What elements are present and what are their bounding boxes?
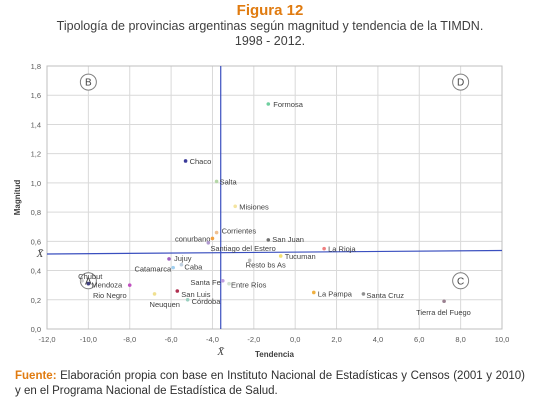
data-point-tierra-del-fuego [442, 299, 446, 304]
point-label-san-juan: San Juan [272, 235, 304, 244]
data-point-salta [214, 179, 219, 184]
point-label-formosa: Formosa [273, 100, 303, 109]
data-point-caba [179, 262, 184, 267]
x-tick-label: -10,0 [80, 335, 97, 344]
point-label-conurbano: conurbano [175, 234, 210, 243]
x-tick-label: 10,0 [495, 335, 510, 344]
mean-x-label: X̄ [216, 346, 225, 358]
point-label-cordoba: Córdoba [192, 297, 222, 306]
point-label-entre-rios: Entre Ríos [231, 281, 267, 290]
y-tick-label: 0,6 [31, 237, 41, 246]
data-point-tucuman [278, 254, 283, 258]
point-label-mendoza: Mendoza [91, 281, 123, 290]
data-point-neuquen [152, 292, 157, 296]
x-tick-label: -8,0 [123, 335, 136, 344]
scatter-chart: 0,0 0,2 0,4 0,6 0,8 1,0 1,2 1,4 1,6 1,8 -12,0 -10,0… [13, 62, 510, 359]
x-tick-label: -2,0 [247, 335, 260, 344]
point-label-la-pampa: La Pampa [318, 289, 353, 298]
point-label-santiago-del-estero: Santiago del Estero [210, 244, 275, 253]
point-label-misiones: Misiones [239, 202, 269, 211]
point-label-tierra-del-fuego: Tierra del Fuego [416, 308, 471, 317]
data-point-misiones [233, 204, 238, 209]
x-tick-label: 4,0 [373, 335, 383, 344]
point-label-corrientes: Corrientes [222, 227, 257, 236]
data-point-chubut [80, 278, 84, 283]
point-label-chaco: Chaco [190, 157, 212, 166]
data-point-san-luis [175, 289, 180, 293]
data-point-jujuy [167, 257, 171, 261]
title-line-2: 1998 - 2012. [234, 34, 306, 48]
y-tick-label: 1,8 [31, 62, 41, 71]
point-label-rio-negro: Rio Negro [93, 291, 127, 300]
quadrant-label-a: A [85, 276, 92, 287]
point-label-caba: Caba [184, 263, 203, 272]
quadrant-label-b: B [85, 78, 92, 89]
data-point-entre-rios [227, 281, 231, 286]
point-label-tucuman: Tucuman [285, 252, 316, 261]
data-point-corrientes [214, 230, 219, 235]
x-tick-label: 8,0 [455, 335, 465, 344]
point-label-salta: Salta [220, 177, 238, 186]
quadrant-label-c: C [457, 276, 464, 287]
data-point-santa-cruz [361, 292, 366, 296]
data-point-chaco [183, 159, 188, 163]
x-tick-label: -6,0 [165, 335, 178, 344]
data-point-santa-fe [220, 278, 225, 283]
mean-y-label: X̄ [36, 248, 45, 260]
chart-title: Tipología de provincias argentinas según… [20, 19, 520, 49]
figure-label: Figura 12 [236, 2, 304, 19]
quadrant-marker-c [452, 272, 470, 290]
data-point-catamarca [171, 265, 175, 270]
point-label-santa-cruz: Santa Cruz [366, 291, 404, 300]
y-tick-label: 1,2 [31, 150, 41, 159]
source-text: Elaboración propia con base en Instituto… [15, 370, 525, 397]
x-tick-label: -4,0 [206, 335, 219, 344]
y-tick-label: 0,0 [31, 325, 41, 334]
quadrant-marker-d [452, 73, 470, 91]
data-point-rio-negro [127, 283, 132, 287]
data-point-resto-bs-as [247, 258, 252, 263]
x-tick-label: 2,0 [331, 335, 341, 344]
data-point-santiago-del-estero [206, 240, 211, 245]
point-label-chubut: Chubut [78, 272, 103, 281]
data-point-san-juan [266, 238, 271, 242]
quadrant-label-d: D [457, 78, 464, 89]
source-label: Fuente: [15, 370, 57, 382]
y-axis-title: Magnitud [13, 180, 22, 216]
source-note: Fuente: Elaboración propia con base en I… [15, 369, 525, 399]
point-label-catamarca: Catamarca [134, 265, 172, 274]
point-label-neuquen: Neuquen [150, 300, 180, 309]
y-tick-label: 0,8 [31, 208, 41, 217]
x-tick-label: -12,0 [38, 335, 55, 344]
plot-area [46, 65, 503, 330]
x-axis-title: Tendencia [255, 350, 295, 359]
data-point-la-rioja [322, 246, 326, 251]
point-label-resto-bs-as: Resto bs As [246, 260, 286, 269]
x-tick-label: 6,0 [414, 335, 424, 344]
y-tick-label: 0,4 [31, 267, 41, 276]
y-tick-label: 1,4 [31, 120, 41, 129]
data-point-conurbano [210, 236, 215, 241]
y-tick-label: 1,6 [31, 91, 41, 100]
title-line-1: Tipología de provincias argentinas según… [56, 19, 484, 33]
point-label-san-luis: San Luis [181, 290, 210, 299]
y-tick-label: 1,0 [31, 179, 41, 188]
data-point-la-pampa [311, 290, 316, 295]
data-point-mendoza [86, 281, 91, 286]
mean-y-line [46, 249, 503, 255]
data-point-cordoba [185, 297, 190, 302]
data-point-formosa [266, 102, 271, 106]
quadrant-marker-b [79, 73, 97, 91]
y-tick-label: 0,2 [31, 296, 41, 305]
point-label-la-rioja: La Rioja [328, 245, 356, 254]
x-tick-label: 0,0 [290, 335, 300, 344]
point-label-santa-fe: Santa Fe [190, 278, 220, 287]
point-label-jujuy: Jujuy [174, 254, 192, 263]
